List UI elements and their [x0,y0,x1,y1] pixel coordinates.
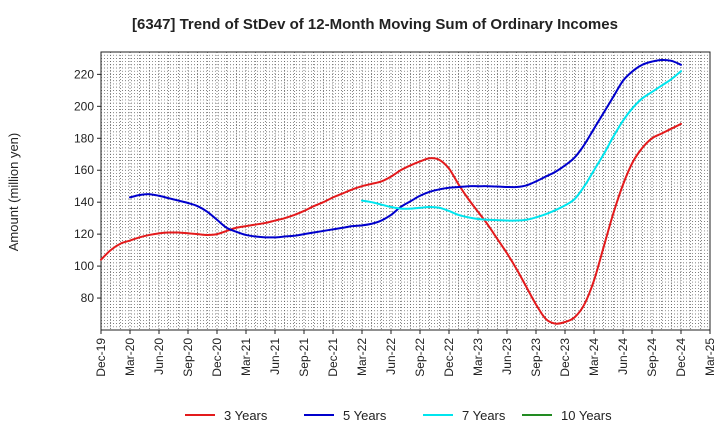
y-axis-label: Amount (million yen) [6,133,21,252]
y-tick-label: 200 [74,99,94,113]
legend: 3 Years 5 Years 7 Years 10 Years [185,408,612,423]
x-tick-label: Sep-22 [413,338,427,377]
x-tick-label: Dec-22 [442,338,456,377]
legend-label: 5 Years [343,408,387,423]
chart-title: [6347] Trend of StDev of 12-Month Moving… [132,16,618,33]
x-tick-label: Jun-23 [500,338,514,375]
series-line-2 [129,58,682,239]
y-tick-label: 140 [74,195,94,209]
plot-area-frame [100,51,711,331]
x-tick-label: Mar-21 [239,338,253,376]
x-tick-label: Sep-21 [297,338,311,377]
y-tick-label: 220 [74,67,94,81]
series-line-3 [361,70,682,222]
x-tick-label: Mar-24 [587,338,601,376]
y-tick-label: 180 [74,131,94,145]
legend-label: 3 Years [224,408,268,423]
legend-label: 7 Years [462,408,506,423]
legend-label: 10 Years [561,408,612,423]
x-tick-label: Jun-24 [616,338,630,375]
y-tick-label: 160 [74,163,94,177]
x-tick-label: Dec-21 [326,338,340,377]
grid [101,52,710,330]
x-tick-label: Mar-20 [123,338,137,376]
x-tick-label: Dec-19 [94,338,108,377]
x-tick-label: Sep-24 [645,338,659,377]
x-tick-label: Dec-20 [210,338,224,377]
x-axis: Dec-19 Mar-20 Jun-20 Sep-20 Dec-20 Mar-21 Jun-… [94,330,717,377]
y-tick-label: 100 [74,259,94,273]
x-tick-label: Mar-22 [355,338,369,376]
x-tick-label: Sep-20 [181,338,195,377]
series-line-1 [100,122,682,325]
x-tick-label: Mar-23 [471,338,485,376]
x-tick-label: Dec-23 [558,338,572,377]
x-tick-label: Jun-21 [268,338,282,375]
series-layer [100,58,682,325]
y-tick-label: 80 [81,291,95,305]
x-tick-label: Jun-20 [152,338,166,375]
x-tick-label: Mar-25 [703,338,717,376]
x-tick-label: Jun-22 [384,338,398,375]
x-tick-label: Sep-23 [529,338,543,377]
y-axis: 80 100 120 140 160 180 200 220 [74,67,101,305]
y-tick-label: 120 [74,227,94,241]
x-tick-label: Dec-24 [674,338,688,377]
